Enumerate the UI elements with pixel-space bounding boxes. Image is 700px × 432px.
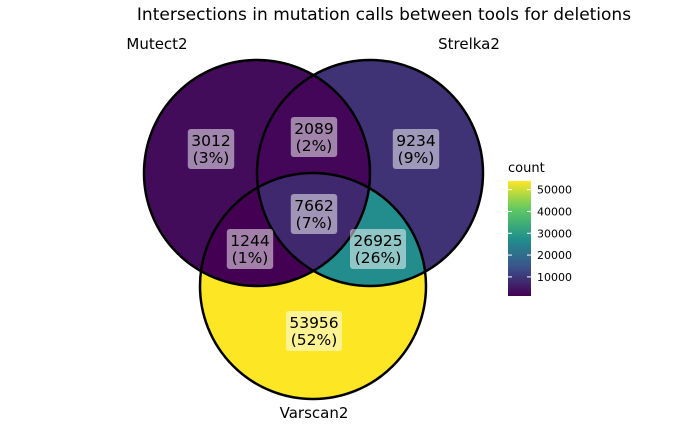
region-percent: (7%) [296, 214, 333, 232]
set-label-strelka2: Strelka2 [438, 35, 500, 53]
legend: count 10000 20000 30000 40000 50000 [508, 161, 572, 296]
region-count: 26925 [353, 232, 402, 250]
region-label-mutect2-strelka2: 2089(2%) [290, 117, 338, 157]
region-percent: (52%) [291, 331, 338, 349]
legend-tick-label: 40000 [537, 205, 572, 218]
label-background [290, 117, 338, 157]
legend-tick-label: 20000 [537, 249, 572, 262]
region-count: 53956 [289, 314, 338, 332]
region-label-strelka2: 9234(9%) [392, 129, 440, 169]
region-percent: (3%) [193, 149, 230, 167]
venn-outlines [142, 58, 485, 401]
region-label-strelka2-varscan2: 26925(26%) [350, 229, 406, 269]
region-label-mutect2-strelka2-varscan2: 7662(7%) [290, 194, 338, 234]
region-label-varscan2: 53956(52%) [286, 311, 342, 351]
legend-colorbar [508, 181, 531, 296]
label-background [290, 194, 338, 234]
label-background [350, 229, 406, 269]
region-count: 7662 [294, 197, 333, 215]
region-count: 1244 [230, 232, 269, 250]
region-percent: (2%) [296, 137, 333, 155]
region-count: 2089 [294, 120, 333, 138]
legend-title: count [508, 161, 545, 176]
region-count: 3012 [191, 132, 230, 150]
region-percent: (9%) [398, 149, 435, 167]
circle-outline-mutect2 [142, 58, 372, 288]
set-label-varscan2: Varscan2 [280, 404, 349, 422]
circle-outline-strelka2 [255, 58, 485, 288]
set-label-mutect2: Mutect2 [126, 35, 187, 53]
region-label-mutect2-varscan2: 1244(1%) [226, 229, 274, 269]
label-background [392, 129, 440, 169]
chart-title: Intersections in mutation calls between … [137, 5, 631, 25]
legend-tick-label: 10000 [537, 271, 572, 284]
region-count: 9234 [396, 132, 435, 150]
region-label-mutect2: 3012(3%) [187, 129, 235, 169]
label-background [286, 311, 342, 351]
label-background [226, 229, 274, 269]
venn-cell-labels: 3012(3%) 2089(2%) 9234(9%) 7662(7%) 1244(1%)… [187, 117, 440, 351]
legend-tick-label: 50000 [537, 184, 572, 197]
legend-ticks: 10000 20000 30000 40000 50000 [508, 184, 572, 284]
label-background [187, 129, 235, 169]
region-percent: (1%) [232, 249, 269, 267]
region-percent: (26%) [355, 249, 402, 267]
legend-tick-label: 30000 [537, 227, 572, 240]
circle-outline-varscan2 [198, 171, 428, 401]
